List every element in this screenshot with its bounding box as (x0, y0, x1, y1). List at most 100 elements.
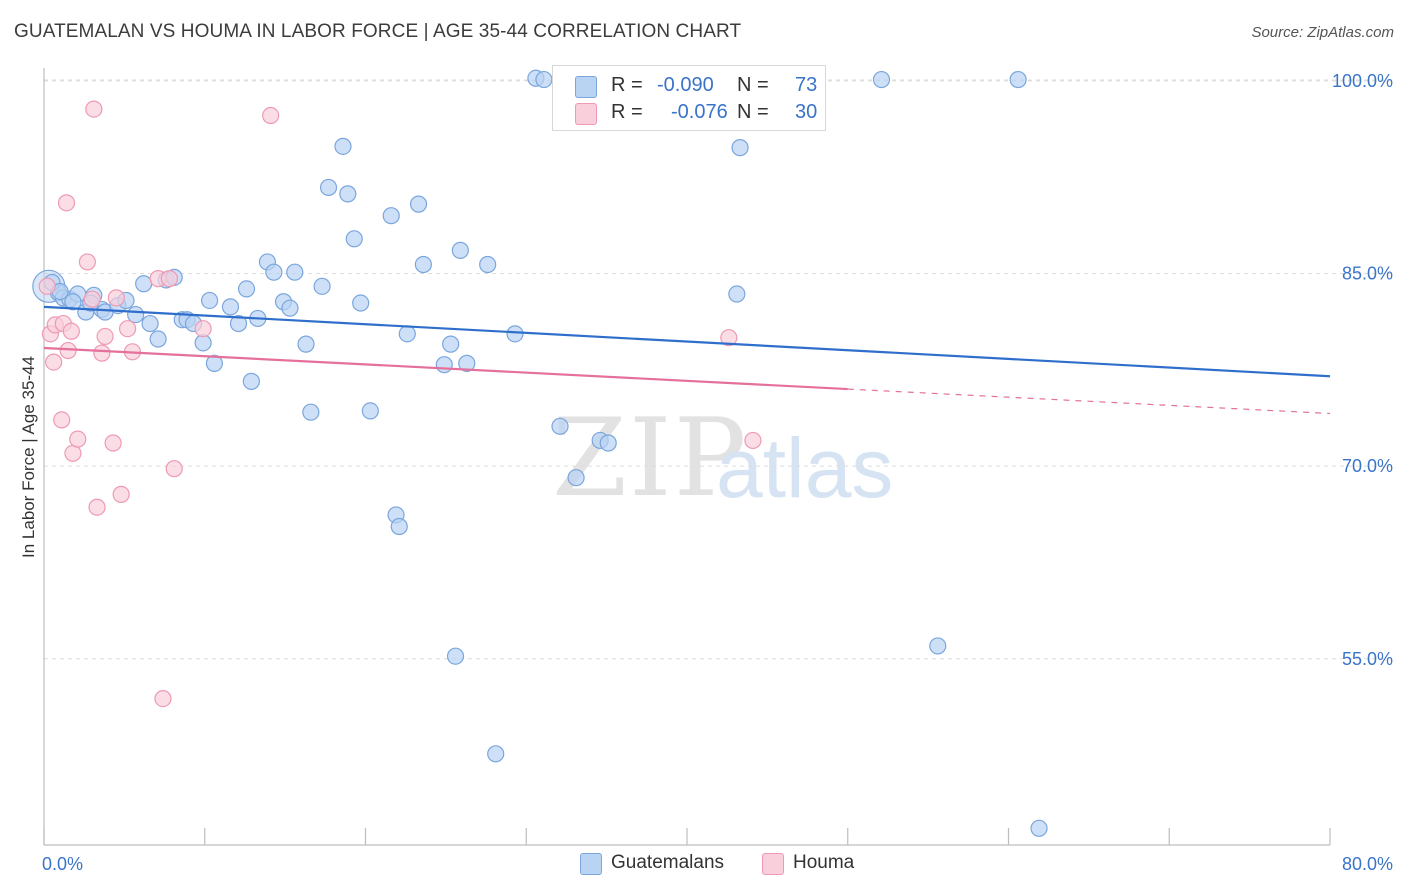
houma-point (88, 498, 106, 516)
guatemalan-point (149, 330, 167, 348)
houma-point (57, 194, 76, 212)
guatemalan-point (535, 70, 553, 89)
y-tick-label: 100.0% (1332, 71, 1393, 91)
guatemalan-point (599, 434, 617, 452)
guatemalan-point (409, 195, 428, 213)
trend-line-houma (43, 346, 848, 391)
watermark-zip: ZIP (552, 396, 749, 521)
houma-point (118, 320, 137, 338)
trend-line-guatemalans (43, 305, 1331, 378)
legend-r-label: R = (611, 74, 643, 96)
houma-point (744, 431, 762, 450)
houma-point (112, 485, 130, 503)
guatemalan-point (141, 314, 159, 333)
y-tick-label: 55.0% (1342, 649, 1393, 669)
guatemalan-point (479, 255, 497, 274)
guatemalan-point (567, 469, 585, 487)
houma-point (107, 289, 125, 307)
guatemalan-point (313, 277, 331, 295)
houma-point (720, 329, 738, 347)
houma-point (78, 253, 97, 271)
guatemalan-point (265, 263, 283, 281)
guatemalan-point (435, 356, 453, 374)
houma-point (69, 430, 87, 448)
guatemalan-point (731, 139, 749, 157)
x-tick-label: 0.0% (42, 854, 83, 874)
series-guatemalans (32, 69, 1048, 837)
guatemalan-point (64, 293, 82, 311)
legend-r-value: -0.090 (657, 74, 714, 96)
legend-swatch-blue (575, 76, 597, 98)
guatemalan-point (221, 298, 240, 316)
guatemalan-point (281, 299, 299, 317)
guatemalan-point (135, 275, 153, 293)
guatemalan-point (302, 403, 320, 421)
houma-point (104, 434, 122, 452)
houma-point (160, 270, 178, 288)
legend-r-value: -0.076 (671, 101, 728, 123)
guatemalan-point (390, 517, 408, 536)
houma-point (45, 353, 63, 371)
guatemalan-point (458, 354, 476, 372)
guatemalan-point (728, 285, 746, 303)
guatemalan-point (361, 402, 379, 420)
source-label: Source: ZipAtlas.com (1251, 24, 1394, 41)
guatemalan-point (1009, 70, 1027, 89)
guatemalan-point (286, 263, 304, 281)
legend-r-label: R = (611, 101, 643, 123)
houma-point (85, 100, 103, 118)
guatemalan-point (506, 325, 524, 343)
legend-n-label: N = (737, 74, 769, 96)
guatemalan-point (382, 207, 400, 225)
guatemalan-point (414, 255, 432, 274)
guatemalan-point (297, 335, 315, 353)
guatemalan-point (398, 325, 416, 343)
y-tick-label: 70.0% (1342, 456, 1393, 476)
series-houma (38, 100, 762, 708)
guatemalan-point (345, 230, 363, 248)
bottom-legend-label: Houma (793, 852, 855, 873)
y-axis-title: In Labor Force | Age 35-44 (19, 356, 38, 558)
legend-n-value: 73 (795, 74, 818, 96)
houma-point (194, 320, 212, 338)
stats-legend: R = -0.090 N = 73 R = -0.076 N = 30 (552, 65, 826, 131)
guatemalan-point (451, 241, 469, 259)
houma-point (96, 327, 114, 346)
guatemalan-point (872, 70, 891, 89)
houma-point (62, 322, 80, 340)
guatemalan-point (242, 372, 260, 390)
legend-n-value: 30 (795, 101, 818, 123)
houma-point (38, 277, 56, 295)
guatemalan-point (487, 745, 505, 763)
chart-title: GUATEMALAN VS HOUMA IN LABOR FORCE | AGE… (14, 21, 742, 42)
x-tick-label: 80.0% (1342, 854, 1393, 874)
y-tick-label: 85.0% (1342, 263, 1393, 283)
bottom-legend-label: Guatemalans (611, 852, 725, 873)
houma-point (83, 290, 101, 308)
houma-point (53, 411, 71, 429)
guatemalan-point (339, 185, 357, 203)
trend-line-houma-extrapolated (847, 388, 1331, 415)
bottom-legend-swatch-blue (580, 853, 602, 875)
guatemalan-point (1030, 819, 1048, 837)
bottom-legend-swatch-pink (762, 853, 784, 875)
guatemalan-point (334, 137, 352, 155)
guatemalan-point (352, 294, 370, 312)
houma-point (165, 460, 183, 478)
guatemalan-point (237, 280, 256, 298)
guatemalan-point (127, 305, 145, 324)
guatemalan-point (229, 314, 248, 333)
guatemalan-point (200, 291, 219, 310)
guatemalan-point (205, 354, 223, 372)
houma-point (262, 106, 280, 125)
guatemalan-point (929, 637, 947, 655)
legend-swatch-pink (575, 103, 597, 125)
legend-n-label: N = (737, 101, 769, 123)
guatemalan-point (319, 178, 338, 197)
guatemalan-point (446, 647, 465, 665)
houma-point (93, 344, 111, 362)
houma-point (154, 689, 172, 708)
guatemalan-point (551, 417, 569, 435)
guatemalan-point (442, 335, 460, 353)
